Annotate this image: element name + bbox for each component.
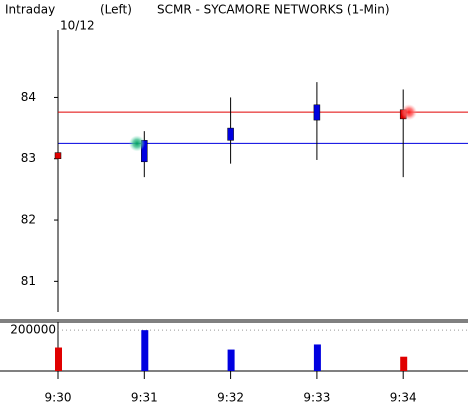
candle-body [54,152,62,159]
y-tick-label: 81 [21,274,36,288]
line-marker [401,104,417,121]
y-tick-label: 83 [21,151,36,165]
chart-date: 10/12 [60,19,95,33]
x-tick-label: 9:30 [45,391,72,405]
y-tick-label: 82 [21,213,36,227]
candle-body [313,104,321,121]
candle-body [227,127,234,141]
x-tick-label: 9:34 [390,391,417,405]
volume-bar [400,356,408,371]
volume-bar [227,349,235,371]
volume-bar [313,344,321,371]
volume-tick-label: 200000 [10,323,56,337]
chart-label: Intraday [5,3,55,17]
y-tick-label: 84 [21,90,36,104]
chart-title: SCMR - SYCAMORE NETWORKS (1-Min) [157,3,390,17]
x-tick-label: 9:32 [217,391,244,405]
volume-bar [55,347,62,371]
line-marker [129,135,145,152]
axis-side: (Left) [100,3,132,17]
x-tick-label: 9:31 [131,391,158,405]
x-tick-label: 9:33 [303,391,330,405]
volume-bar [141,330,149,371]
